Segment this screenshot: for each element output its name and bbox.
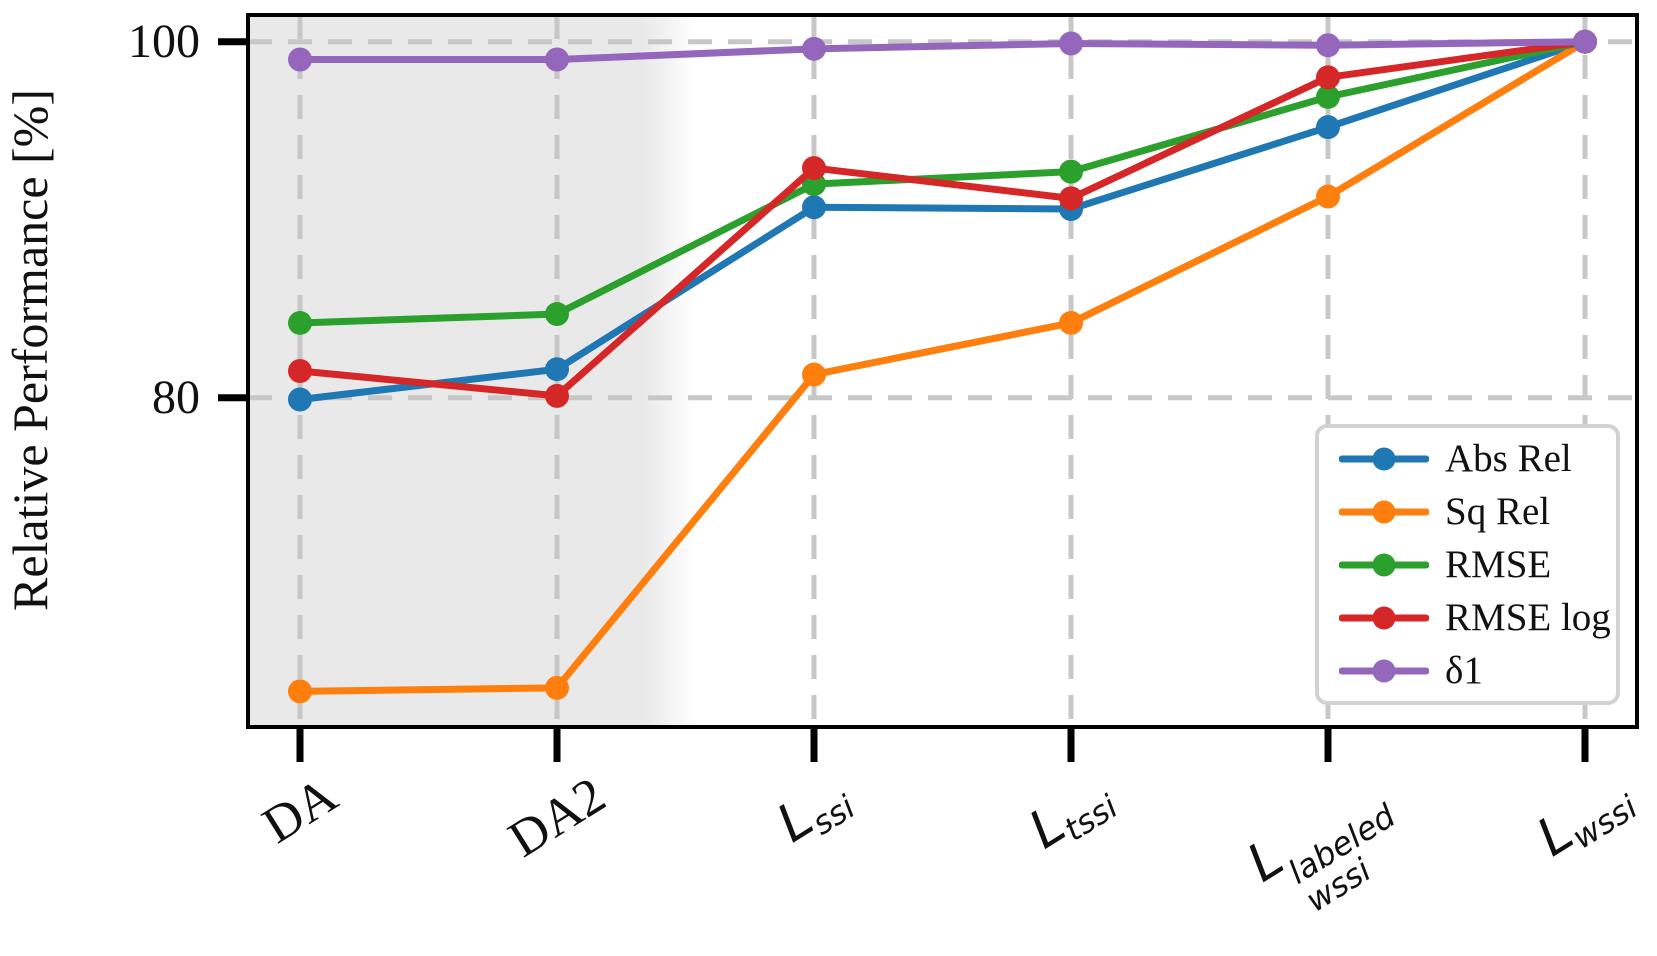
legend-swatch bbox=[1339, 553, 1429, 576]
data-point bbox=[802, 156, 826, 181]
data-point bbox=[545, 47, 569, 72]
legend-label: δ1 bbox=[1445, 648, 1483, 692]
y-tick-label: 80 bbox=[152, 370, 200, 424]
data-point bbox=[802, 36, 826, 61]
plot-frame bbox=[246, 13, 1639, 729]
data-point bbox=[288, 387, 312, 412]
data-point bbox=[288, 679, 312, 704]
legend-label: Sq Rel bbox=[1445, 489, 1551, 533]
data-point bbox=[545, 675, 569, 700]
data-point bbox=[288, 359, 312, 383]
series-line-δ1 bbox=[296, 38, 1589, 63]
data-point bbox=[288, 310, 312, 335]
data-point bbox=[1316, 115, 1340, 140]
legend-item: Sq Rel bbox=[1339, 489, 1616, 533]
data-point bbox=[1316, 65, 1340, 90]
legend-label: Abs Rel bbox=[1445, 436, 1572, 480]
legend: Abs Rel Sq Rel RMSE RMSE log δ1 bbox=[1315, 424, 1620, 705]
series-line-abs-rel bbox=[296, 38, 1589, 403]
legend-item: RMSE bbox=[1339, 542, 1616, 586]
data-point bbox=[1059, 310, 1083, 335]
series-line-rmse bbox=[296, 38, 1589, 327]
legend-item: RMSE log bbox=[1339, 595, 1616, 639]
series-line-rmse-log bbox=[296, 38, 1589, 400]
data-point bbox=[545, 302, 569, 327]
legend-swatch bbox=[1339, 659, 1429, 682]
data-point bbox=[802, 195, 826, 220]
legend-item: δ1 bbox=[1339, 648, 1616, 692]
series-line-sq-rel bbox=[296, 38, 1589, 695]
legend-swatch bbox=[1339, 447, 1429, 470]
legend-label: RMSE log bbox=[1445, 595, 1611, 639]
legend-swatch bbox=[1339, 606, 1429, 629]
data-point bbox=[1573, 29, 1597, 54]
data-point bbox=[288, 47, 312, 72]
legend-item: Abs Rel bbox=[1339, 436, 1616, 480]
data-point bbox=[1059, 186, 1083, 211]
data-point bbox=[545, 383, 569, 408]
legend-swatch bbox=[1339, 500, 1429, 523]
data-point bbox=[1059, 159, 1083, 184]
data-point bbox=[1316, 84, 1340, 109]
data-point bbox=[1059, 31, 1083, 56]
legend-label: RMSE bbox=[1445, 542, 1552, 586]
data-point bbox=[1316, 33, 1340, 58]
data-point bbox=[1316, 184, 1340, 209]
data-point bbox=[545, 357, 569, 382]
y-axis-label: Relative Performance [%] bbox=[2, 89, 58, 611]
data-point bbox=[802, 362, 826, 387]
y-tick-label: 100 bbox=[128, 14, 200, 68]
